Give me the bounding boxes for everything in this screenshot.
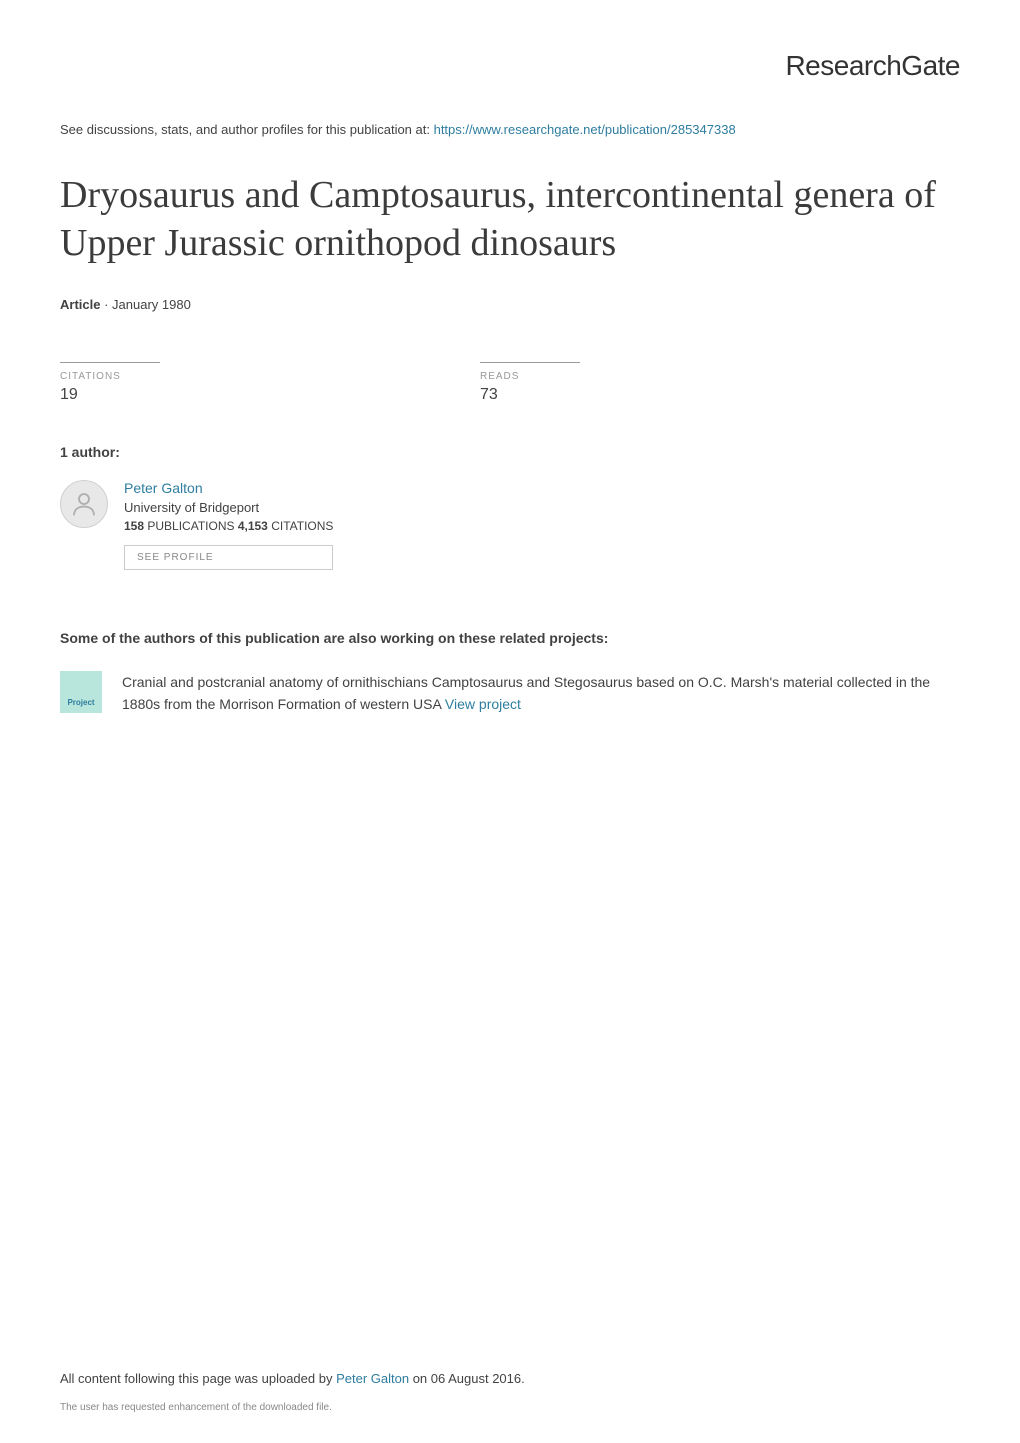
header: ResearchGate bbox=[0, 0, 1020, 122]
footer-prefix: All content following this page was uplo… bbox=[60, 1371, 336, 1386]
authors-heading: 1 author: bbox=[60, 444, 960, 460]
citations-label: CITATIONS bbox=[60, 371, 160, 382]
author-citations-count: 4,153 bbox=[238, 519, 268, 533]
article-meta: Article · January 1980 bbox=[60, 297, 960, 312]
publication-title[interactable]: Dryosaurus and Camptosaurus, intercontin… bbox=[60, 172, 960, 267]
footer-author-link[interactable]: Peter Galton bbox=[336, 1371, 409, 1386]
footer-suffix: on 06 August 2016. bbox=[409, 1371, 525, 1386]
project-text: Cranial and postcranial anatomy of ornit… bbox=[122, 674, 930, 712]
publication-url-link[interactable]: https://www.researchgate.net/publication… bbox=[434, 122, 736, 137]
view-project-link[interactable]: View project bbox=[445, 696, 521, 712]
logo-suffix: Gate bbox=[901, 50, 960, 81]
publications-count: 158 bbox=[124, 519, 144, 533]
project-item: Project Cranial and postcranial anatomy … bbox=[60, 671, 960, 716]
reads-label: READS bbox=[480, 371, 580, 382]
author-card: Peter Galton University of Bridgeport 15… bbox=[60, 480, 960, 570]
logo-prefix: Research bbox=[785, 50, 901, 81]
article-date: January 1980 bbox=[112, 297, 191, 312]
project-badge[interactable]: Project bbox=[60, 671, 102, 713]
authors-section: 1 author: Peter Galton University of Bri… bbox=[60, 444, 960, 570]
citations-value: 19 bbox=[60, 386, 160, 404]
author-stats: 158 PUBLICATIONS 4,153 CITATIONS bbox=[124, 519, 333, 533]
publications-label: PUBLICATIONS bbox=[144, 519, 238, 533]
intro-text: See discussions, stats, and author profi… bbox=[60, 122, 960, 137]
project-badge-label: Project bbox=[67, 698, 94, 707]
intro-prefix: See discussions, stats, and author profi… bbox=[60, 122, 434, 137]
person-icon bbox=[69, 489, 99, 519]
projects-section: Some of the authors of this publication … bbox=[60, 630, 960, 716]
author-citations-label: CITATIONS bbox=[268, 519, 334, 533]
footer-subtext: The user has requested enhancement of th… bbox=[60, 1402, 960, 1413]
main-content: See discussions, stats, and author profi… bbox=[0, 122, 1020, 716]
author-avatar[interactable] bbox=[60, 480, 108, 528]
footer: All content following this page was uplo… bbox=[60, 1371, 960, 1413]
see-profile-button[interactable]: SEE PROFILE bbox=[124, 545, 333, 570]
article-label: Article bbox=[60, 297, 100, 312]
author-name-link[interactable]: Peter Galton bbox=[124, 480, 333, 496]
author-affiliation: University of Bridgeport bbox=[124, 500, 333, 515]
reads-stat: READS 73 bbox=[480, 362, 580, 404]
citations-stat: CITATIONS 19 bbox=[60, 362, 160, 404]
researchgate-logo[interactable]: ResearchGate bbox=[785, 50, 960, 82]
stats-row: CITATIONS 19 READS 73 bbox=[60, 362, 960, 404]
reads-value: 73 bbox=[480, 386, 580, 404]
footer-text: All content following this page was uplo… bbox=[60, 1371, 960, 1386]
author-info: Peter Galton University of Bridgeport 15… bbox=[124, 480, 333, 570]
projects-heading: Some of the authors of this publication … bbox=[60, 630, 960, 646]
project-description: Cranial and postcranial anatomy of ornit… bbox=[122, 671, 960, 716]
